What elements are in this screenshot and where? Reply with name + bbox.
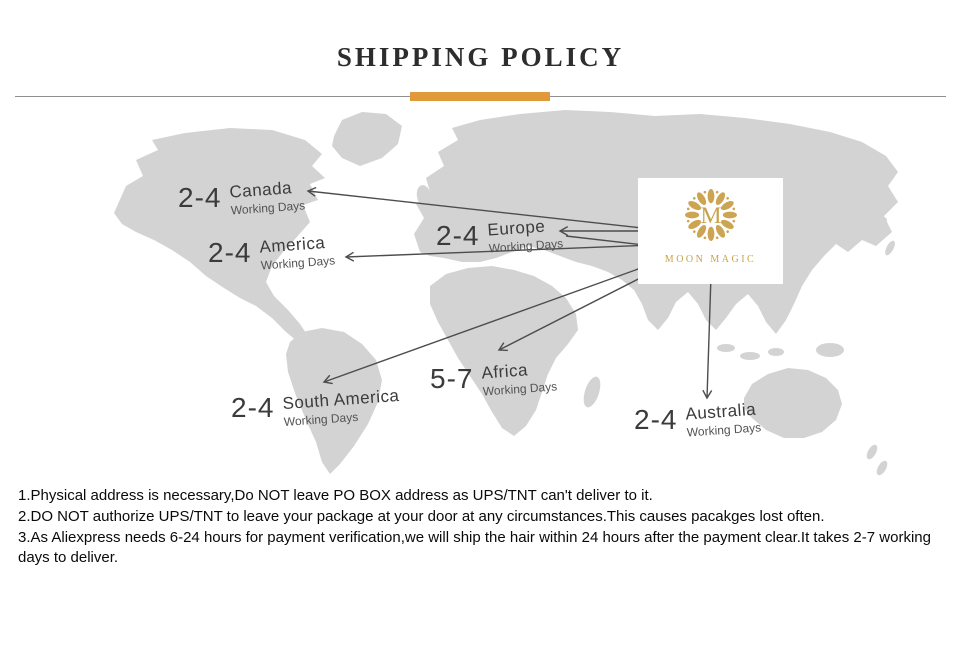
duration-label: 5-7 <box>430 362 474 394</box>
duration-label: 2-4 <box>178 181 222 213</box>
continent-africa <box>430 266 578 436</box>
divider-accent-bar <box>410 92 550 101</box>
continent-north-america <box>114 128 325 342</box>
shipping-notes: 1.Physical address is necessary,Do NOT l… <box>18 486 946 569</box>
brand-name: MOON MAGIC <box>664 254 757 265</box>
island-madagascar <box>583 376 601 408</box>
island-indonesia-2 <box>740 352 760 360</box>
island-japan-2 <box>885 240 895 256</box>
island-greenland <box>332 112 402 166</box>
duration-label: 2-4 <box>436 219 480 251</box>
island-japan-1 <box>876 217 888 235</box>
island-new-zealand-2 <box>876 460 888 476</box>
note-line-2: 2.DO NOT authorize UPS/TNT to leave your… <box>18 508 825 525</box>
moon-magic-logo-icon: M <box>684 189 737 241</box>
duration-label: 2-4 <box>634 403 678 435</box>
island-indonesia-3 <box>768 348 784 356</box>
note-line-1: 1.Physical address is necessary,Do NOT l… <box>18 487 653 504</box>
logo-monogram: M <box>700 203 721 229</box>
island-indonesia-1 <box>717 344 735 352</box>
note-line-3: 3.As Aliexpress needs 6-24 hours for pay… <box>18 529 931 566</box>
continent-australia <box>744 368 842 438</box>
destination-europe: 2-4 Europe Working Days <box>436 217 564 256</box>
duration-label: 2-4 <box>231 391 275 423</box>
brand-logo-box: M MOON MAGIC <box>638 178 783 284</box>
destination-australia: 2-4 Australia Working Days <box>634 400 762 440</box>
destination-south-america: 2-4 South America Working Days <box>231 386 401 429</box>
destination-canada: 2-4 Canada Working Days <box>178 178 306 217</box>
island-new-zealand-1 <box>866 444 878 460</box>
island-new-guinea <box>816 343 844 357</box>
destination-america: 2-4 America Working Days <box>208 233 336 273</box>
page-title: SHIPPING POLICY <box>336 42 625 72</box>
destination-africa: 5-7 Africa Working Days <box>430 360 558 398</box>
duration-label: 2-4 <box>208 236 252 268</box>
